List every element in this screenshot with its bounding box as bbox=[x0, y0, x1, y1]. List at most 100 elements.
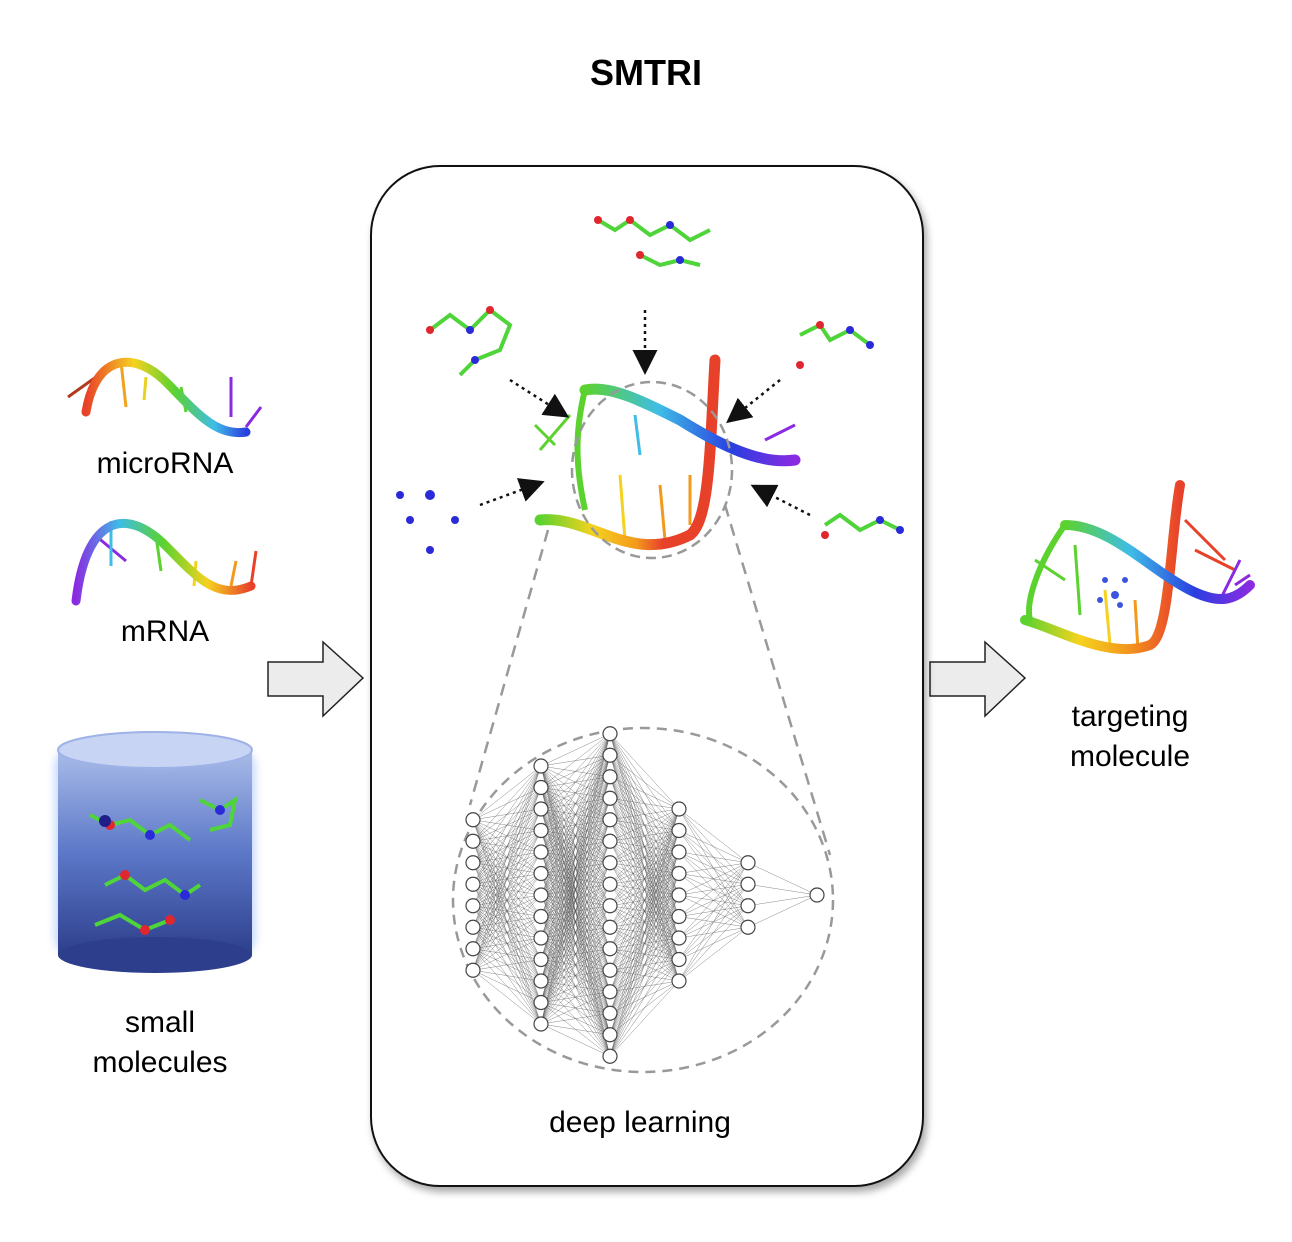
nn-neuron-layer-3 bbox=[602, 876, 618, 892]
small-molecule-top bbox=[596, 217, 711, 268]
nn-edge bbox=[540, 733, 611, 1025]
ion-complex-left bbox=[396, 490, 459, 554]
targeting-molecule-structure bbox=[1020, 480, 1255, 655]
nn-neuron-layer-2 bbox=[533, 930, 549, 946]
mrna-structure bbox=[71, 518, 258, 606]
nn-edge bbox=[540, 1023, 611, 1035]
nn-neuron-layer-4 bbox=[671, 801, 687, 817]
nn-neuron-layer-3 bbox=[602, 812, 618, 828]
nn-neuron-layer-5 bbox=[740, 855, 756, 871]
small-molecule-left bbox=[428, 307, 513, 377]
nn-neuron-layer-3 bbox=[602, 1048, 618, 1064]
nn-edge bbox=[609, 808, 680, 992]
nn-neuron-layer-4 bbox=[671, 822, 687, 839]
nn-neuron-layer-3 bbox=[602, 919, 618, 935]
input-arrow bbox=[267, 640, 365, 718]
nn-edge bbox=[678, 862, 749, 939]
output-arrow bbox=[929, 640, 1027, 718]
nn-edge bbox=[609, 808, 680, 820]
nn-edge bbox=[540, 733, 611, 960]
nn-edge bbox=[609, 733, 680, 810]
nn-neuron-layer-3 bbox=[602, 1027, 618, 1043]
nn-edge bbox=[678, 884, 749, 982]
nn-neuron-layer-2 bbox=[533, 844, 549, 860]
nn-edge bbox=[540, 755, 611, 1025]
nn-neuron-layer-1 bbox=[465, 855, 481, 871]
nn-edge bbox=[540, 798, 611, 1025]
nn-edge bbox=[609, 830, 680, 1057]
nn-edge bbox=[609, 776, 680, 810]
nn-neuron-layer-1 bbox=[465, 812, 481, 828]
nn-edge bbox=[472, 970, 542, 982]
nn-edge bbox=[609, 916, 680, 1057]
nn-edge bbox=[609, 959, 680, 1057]
nn-edge bbox=[678, 830, 749, 863]
nn-edge bbox=[609, 808, 680, 949]
nn-edge bbox=[678, 862, 749, 982]
nn-edge bbox=[472, 970, 542, 1003]
nn-neuron-layer-3 bbox=[602, 984, 618, 1000]
nn-neuron-layer-2 bbox=[533, 758, 549, 774]
nn-edge bbox=[472, 808, 542, 971]
nn-edge bbox=[540, 733, 611, 831]
nn-edge bbox=[747, 894, 818, 928]
small-molecules-label: small molecules bbox=[92, 1006, 228, 1079]
binding-illustration bbox=[396, 216, 904, 856]
nn-neuron-layer-1 bbox=[465, 876, 481, 892]
nn-edge bbox=[540, 970, 611, 1025]
nn-edge bbox=[609, 873, 680, 1057]
nn-edge bbox=[678, 862, 749, 917]
nn-neuron-layer-4 bbox=[671, 908, 687, 925]
nn-edge bbox=[540, 733, 611, 1003]
nn-edge bbox=[609, 980, 680, 1057]
nn-edge bbox=[540, 841, 611, 1025]
nn-neuron-layer-4 bbox=[671, 865, 687, 882]
nn-edge bbox=[472, 765, 542, 928]
nn-neuron-layer-1 bbox=[465, 962, 481, 978]
nn-neuron-layer-3 bbox=[602, 962, 618, 978]
nn-edge bbox=[472, 894, 542, 971]
nn-neuron-layer-4 bbox=[671, 930, 687, 946]
nn-neuron-layer-4 bbox=[671, 887, 687, 903]
nn-neuron-layer-2 bbox=[533, 994, 549, 1011]
nn-neuron-layer-3 bbox=[602, 747, 618, 763]
nn-edge bbox=[472, 765, 542, 820]
nn-edge bbox=[609, 808, 680, 906]
nn-edge bbox=[609, 808, 680, 1057]
nn-edge bbox=[540, 733, 611, 874]
nn-neuron-layer-1 bbox=[465, 919, 481, 935]
nn-edge bbox=[472, 787, 542, 971]
nn-neuron-layer-6 bbox=[809, 887, 825, 903]
nn-neuron-layer-2 bbox=[533, 887, 549, 903]
nn-edge bbox=[540, 991, 611, 1025]
nn-edge bbox=[540, 927, 611, 1025]
small-molecule-right bbox=[799, 322, 872, 347]
nn-edge bbox=[747, 894, 818, 906]
nn-edge bbox=[472, 765, 542, 863]
nn-edge bbox=[472, 830, 542, 971]
deep-learning-label: deep learning bbox=[549, 1106, 731, 1139]
nn-edge bbox=[609, 798, 680, 810]
nn-edge bbox=[609, 894, 680, 1057]
nn-edge bbox=[472, 970, 542, 1025]
nn-edge bbox=[540, 733, 611, 896]
nn-neuron-layer-2 bbox=[533, 951, 549, 968]
nn-neuron-layer-3 bbox=[602, 833, 618, 849]
nn-edge bbox=[609, 808, 680, 842]
nn-edge bbox=[678, 927, 749, 982]
diagram-title: SMTRI bbox=[590, 52, 702, 93]
nn-neuron-layer-2 bbox=[533, 865, 549, 882]
nn-edge bbox=[472, 765, 542, 971]
nn-edge bbox=[609, 808, 680, 928]
nn-neuron-layer-5 bbox=[740, 876, 756, 892]
nn-edge bbox=[678, 851, 749, 863]
neural-network-diagram bbox=[451, 726, 835, 1074]
nn-edge bbox=[609, 808, 680, 1035]
targeting-molecule-label: targeting molecule bbox=[1069, 700, 1191, 773]
nn-neuron-layer-2 bbox=[533, 801, 549, 817]
nn-edge bbox=[609, 808, 680, 1014]
nn-neuron-layer-2 bbox=[533, 908, 549, 925]
nn-edge bbox=[678, 905, 749, 982]
nn-edge bbox=[472, 959, 542, 971]
nn-edge bbox=[540, 1013, 611, 1025]
